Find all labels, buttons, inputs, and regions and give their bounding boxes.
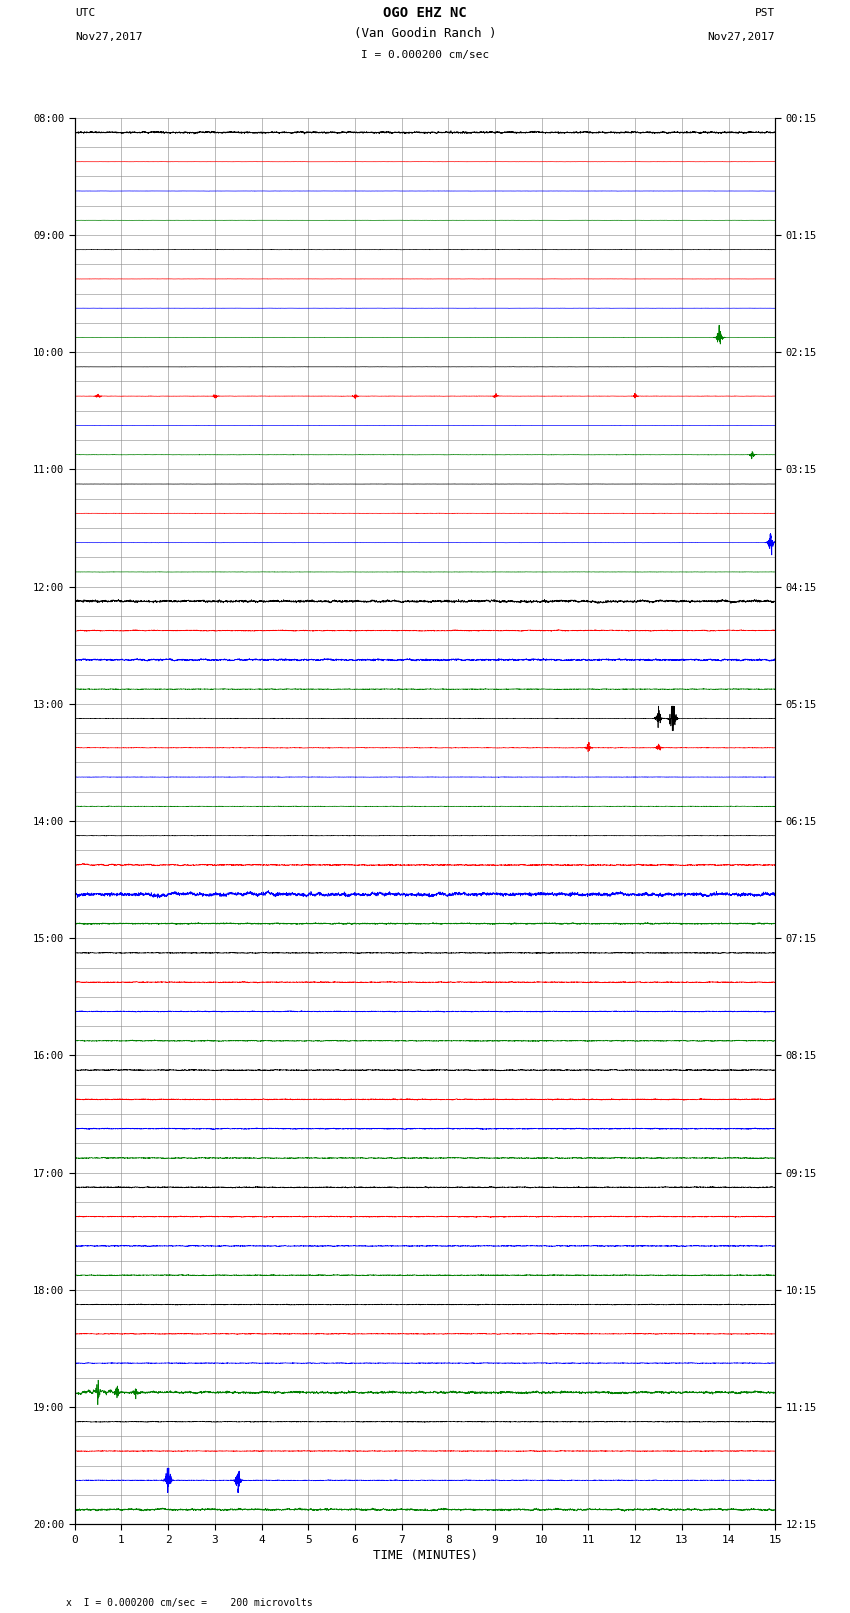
Text: PST: PST bbox=[755, 8, 775, 18]
Text: OGO EHZ NC: OGO EHZ NC bbox=[383, 6, 467, 21]
Text: x  I = 0.000200 cm/sec =    200 microvolts: x I = 0.000200 cm/sec = 200 microvolts bbox=[66, 1598, 313, 1608]
Text: (Van Goodin Ranch ): (Van Goodin Ranch ) bbox=[354, 27, 496, 40]
X-axis label: TIME (MINUTES): TIME (MINUTES) bbox=[372, 1548, 478, 1561]
Text: Nov27,2017: Nov27,2017 bbox=[75, 32, 142, 42]
Text: I = 0.000200 cm/sec: I = 0.000200 cm/sec bbox=[361, 50, 489, 60]
Text: Nov27,2017: Nov27,2017 bbox=[708, 32, 775, 42]
Text: UTC: UTC bbox=[75, 8, 95, 18]
